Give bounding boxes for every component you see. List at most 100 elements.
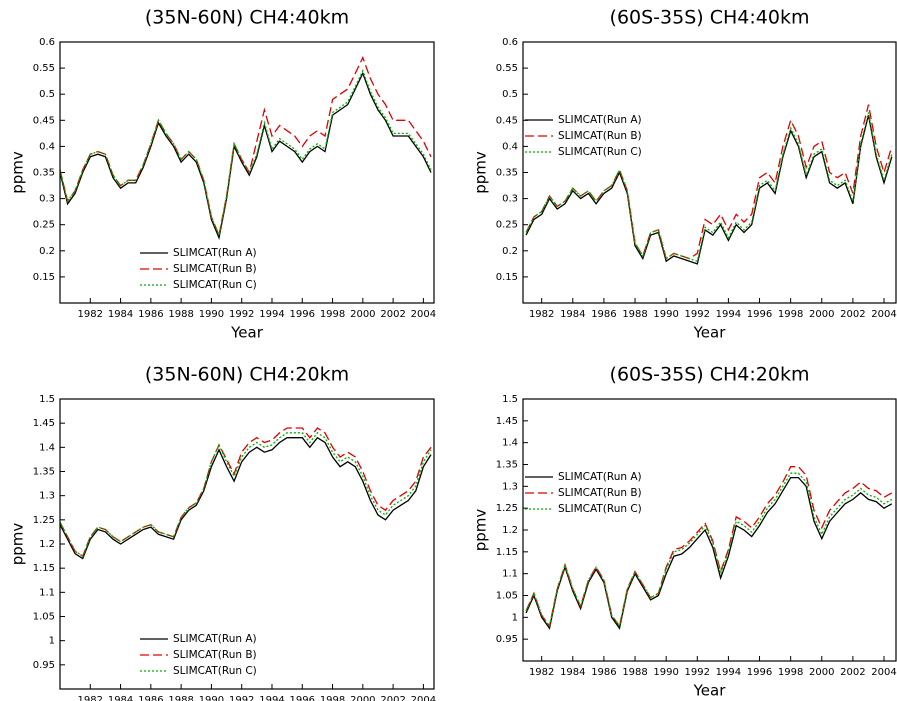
x-tick-label: 1990: [199, 695, 224, 701]
y-tick-label: 0.35: [33, 168, 55, 179]
x-tick-label: 2004: [871, 309, 896, 320]
y-axis-label: ppmv: [472, 509, 490, 552]
y-tick-label: 1.2: [39, 539, 55, 550]
x-tick-label: 1996: [290, 309, 315, 320]
x-tick-label: 2002: [380, 309, 405, 320]
x-tick-label: 1996: [290, 695, 315, 701]
x-tick-label: 2002: [840, 667, 865, 678]
x-tick-label: 1986: [138, 695, 163, 701]
y-axis-label: ppmv: [472, 151, 490, 194]
x-tick-label: 1994: [259, 309, 284, 320]
series-line: [525, 104, 893, 260]
y-tick-label: 1.1: [39, 587, 55, 598]
x-tick-label: 1994: [716, 667, 741, 678]
y-tick-label: 0.3: [39, 194, 55, 205]
x-axis-label: Year: [230, 324, 264, 342]
plot-frame: [59, 398, 435, 690]
x-tick-label: 1994: [716, 309, 741, 320]
y-tick-label: 0.4: [39, 141, 55, 152]
legend-label: SLIMCAT(Run C): [558, 146, 642, 158]
y-tick-label: 0.35: [496, 168, 518, 179]
y-tick-label: 1.4: [502, 438, 518, 449]
y-tick-label: 0.5: [502, 89, 518, 100]
x-tick-label: 1996: [747, 309, 772, 320]
x-tick-label: 1996: [747, 667, 772, 678]
y-tick-label: 0.15: [33, 272, 55, 283]
x-tick-label: 1990: [653, 309, 678, 320]
x-tick-label: 2004: [871, 667, 896, 678]
plot-frame: [522, 398, 897, 662]
y-tick-label: 0.95: [496, 634, 518, 645]
legend-label: SLIMCAT(Run C): [558, 503, 642, 515]
x-tick-label: 1998: [778, 667, 803, 678]
legend-label: SLIMCAT(Run C): [173, 665, 257, 677]
legend-label: SLIMCAT(Run A): [558, 114, 642, 126]
x-tick-label: 1984: [108, 695, 133, 701]
series-line: [59, 71, 432, 241]
series-line: [525, 466, 893, 628]
series-line: [59, 436, 432, 560]
y-axis-label: ppmv: [9, 151, 27, 194]
series-line: [59, 427, 432, 558]
plot-frame: [522, 41, 897, 304]
x-tick-label: 1990: [653, 667, 678, 678]
y-tick-label: 1.1: [502, 569, 518, 580]
x-tick-label: 1986: [591, 667, 616, 678]
y-tick-label: 1.15: [496, 547, 518, 558]
legend-label: SLIMCAT(Run A): [173, 633, 257, 645]
series-line: [59, 431, 432, 558]
x-tick-label: 1988: [168, 695, 193, 701]
x-tick-label: 1992: [229, 695, 254, 701]
y-tick-label: 1.45: [496, 416, 518, 427]
y-tick-label: 0.45: [496, 115, 518, 126]
x-tick-label: 2004: [411, 309, 436, 320]
x-tick-label: 1988: [622, 309, 647, 320]
legend-label: SLIMCAT(Run A): [558, 471, 642, 483]
y-tick-label: 1.05: [496, 591, 518, 602]
y-axis-label: ppmv: [9, 523, 27, 566]
y-tick-label: 0.95: [33, 660, 55, 671]
x-tick-label: 1988: [622, 667, 647, 678]
x-tick-label: 1984: [560, 309, 585, 320]
x-tick-label: 1982: [78, 309, 103, 320]
series-line: [59, 56, 432, 238]
series-line: [525, 114, 893, 265]
y-tick-label: 1.45: [33, 418, 55, 429]
y-tick-label: 0.2: [502, 246, 518, 257]
y-tick-label: 0.4: [502, 141, 518, 152]
y-tick-label: 0.15: [496, 272, 518, 283]
y-tick-label: 0.55: [496, 63, 518, 74]
y-tick-label: 0.3: [502, 194, 518, 205]
y-tick-label: 1.5: [39, 394, 55, 405]
x-tick-label: 1992: [685, 667, 710, 678]
y-tick-label: 1.3: [39, 491, 55, 502]
y-tick-label: 0.45: [33, 115, 55, 126]
panel: (35N-60N) CH4:20kmYearppmv19821984198619…: [9, 364, 437, 701]
x-tick-label: 2004: [411, 695, 436, 701]
x-tick-label: 1984: [560, 667, 585, 678]
legend-label: SLIMCAT(Run B): [558, 130, 642, 142]
x-tick-label: 1982: [78, 695, 103, 701]
x-tick-label: 1998: [320, 309, 345, 320]
chart-title: (60S-35S) CH4:40km: [610, 7, 810, 29]
y-tick-label: 1.15: [33, 563, 55, 574]
y-tick-label: 1: [49, 636, 55, 647]
y-tick-label: 0.25: [496, 220, 518, 231]
y-tick-label: 0.25: [33, 220, 55, 231]
legend-label: SLIMCAT(Run B): [173, 263, 257, 275]
x-tick-label: 1998: [320, 695, 345, 701]
y-tick-label: 0.6: [39, 37, 55, 48]
x-tick-label: 1990: [199, 309, 224, 320]
x-tick-label: 2000: [809, 309, 834, 320]
y-tick-label: 1.25: [496, 503, 518, 514]
x-tick-label: 1984: [108, 309, 133, 320]
x-tick-label: 1982: [529, 309, 554, 320]
series-line: [59, 69, 432, 238]
x-tick-label: 1986: [591, 309, 616, 320]
x-tick-label: 1988: [168, 309, 193, 320]
x-tick-label: 2000: [350, 695, 375, 701]
panel: (60S-35S) CH4:40km Year ppmv 1982 1984 1986 19…: [472, 7, 897, 342]
y-tick-label: 1.4: [39, 442, 55, 453]
y-tick-label: 1.5: [502, 394, 518, 405]
